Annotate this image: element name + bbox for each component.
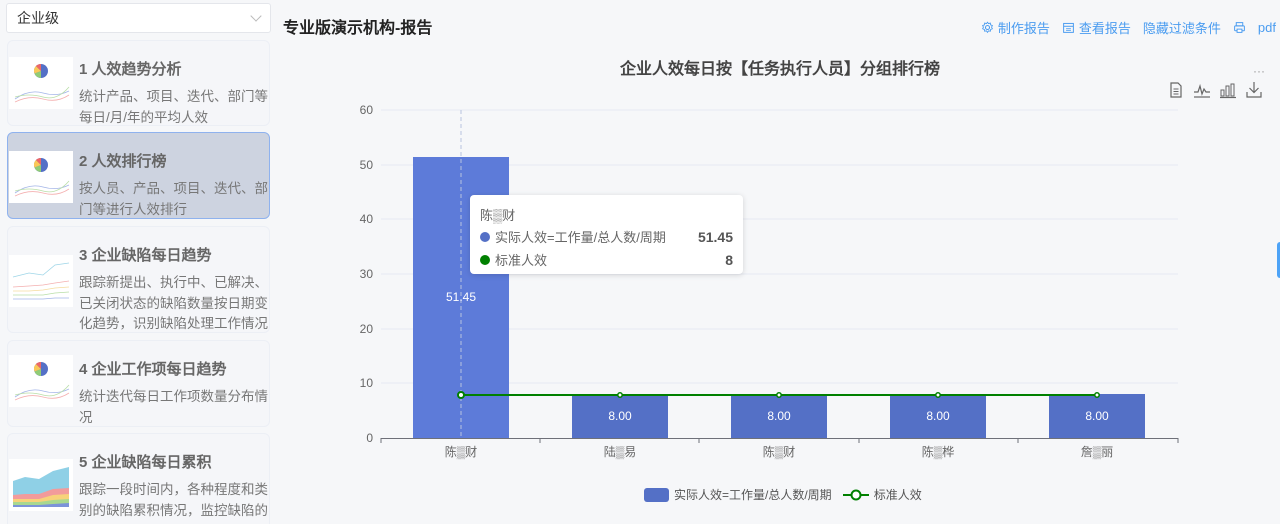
- header-actions: 制作报告 查看报告 隐藏过滤条件 pdf: [981, 18, 1276, 37]
- more-options-icon[interactable]: ···: [1253, 64, 1265, 78]
- chevron-down-icon: [250, 10, 262, 22]
- y-axis-labels: 60 50 40 30 20 10 0: [360, 103, 374, 445]
- line-point[interactable]: [776, 392, 782, 398]
- bar-label: 51.45: [446, 290, 476, 304]
- bar-chart: 60 50 40 30 20 10 0 51.45 8.00 8.00 8.00…: [360, 103, 1179, 459]
- y-tick: 50: [360, 158, 374, 172]
- tooltip-row-actual: 实际人效=工作量/总人数/周期 51.45: [480, 227, 733, 246]
- stacked-area-thumbnail: [9, 459, 73, 511]
- pie-line-thumbnail: [9, 355, 73, 407]
- report-card-title: 3 企业缺陷每日趋势: [79, 247, 212, 264]
- level-select[interactable]: 企业级: [6, 3, 271, 33]
- report-card-5[interactable]: 5 企业缺陷每日累积 跟踪一段时间内，各种程度和类别的缺陷累积情况，监控缺陷的: [7, 433, 270, 524]
- bar[interactable]: [731, 394, 827, 438]
- pie-line-thumbnail: [9, 151, 73, 203]
- standard-line-series: [457, 391, 1100, 399]
- hide-filters-label: 隐藏过滤条件: [1142, 21, 1221, 36]
- bar-swatch-icon: [644, 487, 669, 502]
- grid-lines: [381, 109, 1178, 384]
- pie-line-thumbnail: [9, 57, 73, 109]
- report-card-desc: 跟踪一段时间内，各种程度和类别的缺陷累积情况，监控缺陷的: [79, 482, 268, 518]
- report-card-title: 4 企业工作项每日趋势: [79, 361, 227, 378]
- x-axis: [380, 438, 1179, 443]
- make-report-label: 制作报告: [997, 21, 1050, 36]
- chart-title: 企业人效每日按【任务执行人员】分组排行榜: [619, 61, 940, 78]
- chart-tooltip: 陈▒财 实际人效=工作量/总人数/周期 51.45 标准人效 8: [470, 195, 743, 274]
- legend-item-standard[interactable]: 标准人效: [842, 486, 922, 503]
- x-tick: 陈▒桦: [922, 444, 955, 459]
- download-icon[interactable]: [1245, 80, 1263, 100]
- x-tick: 陆▒易: [604, 444, 637, 459]
- tooltip-category: 陈▒财: [480, 208, 516, 223]
- pdf-button[interactable]: pdf: [1258, 20, 1276, 35]
- x-axis-labels: 陈▒财 陆▒易 陈▒财 陈▒桦 詹▒丽: [445, 444, 1114, 459]
- line-marker-icon: [842, 489, 869, 500]
- hide-filters-button[interactable]: 隐藏过滤条件: [1143, 18, 1221, 37]
- report-card-desc: 统计迭代每日工作项数量分布情况: [79, 389, 268, 425]
- y-tick: 10: [360, 376, 374, 390]
- bar-switch-icon[interactable]: [1219, 80, 1237, 100]
- bar-labels: 51.45 8.00 8.00 8.00 8.00: [446, 290, 1109, 423]
- y-tick: 0: [366, 431, 373, 445]
- bar[interactable]: [890, 394, 986, 438]
- report-card-desc: 统计产品、项目、迭代、部门等每日/月/年的平均人效: [79, 89, 268, 125]
- y-tick: 60: [360, 103, 374, 117]
- tooltip-series-value: 8: [725, 251, 733, 268]
- y-tick: 20: [360, 322, 374, 336]
- chart-legend: 实际人效=工作量/总人数/周期 标准人效: [644, 486, 922, 503]
- line-point[interactable]: [457, 391, 465, 399]
- report-card-2[interactable]: 2 人效排行榜 按人员、产品、项目、迭代、部门等进行人效排行: [7, 132, 270, 219]
- legend-label: 实际人效=工作量/总人数/周期: [674, 488, 832, 502]
- tooltip-series-label: 实际人效=工作量/总人数/周期: [495, 230, 666, 245]
- side-drawer-handle[interactable]: [1277, 242, 1280, 278]
- line-point[interactable]: [1094, 392, 1100, 398]
- pdf-label: pdf: [1257, 20, 1276, 35]
- report-card-1[interactable]: 1 人效趋势分析 统计产品、项目、迭代、部门等每日/月/年的平均人效: [7, 40, 270, 126]
- view-report-label: 查看报告: [1078, 21, 1131, 36]
- view-report-button[interactable]: 查看报告: [1062, 18, 1131, 37]
- data-view-icon[interactable]: [1167, 80, 1185, 100]
- bar[interactable]: [572, 394, 668, 438]
- make-report-button[interactable]: 制作报告: [981, 18, 1050, 37]
- printer-icon: [1234, 22, 1245, 33]
- report-card-title: 5 企业缺陷每日累积: [79, 454, 212, 471]
- chart-toolbox: [1167, 80, 1263, 100]
- series-dot-icon: [480, 254, 490, 265]
- tooltip-series-value: 51.45: [697, 228, 733, 245]
- print-button[interactable]: [1233, 21, 1246, 34]
- series-dot-icon: [480, 231, 490, 242]
- line-switch-icon[interactable]: [1193, 80, 1211, 100]
- bar-label: 8.00: [608, 409, 632, 423]
- legend-label: 标准人效: [873, 488, 922, 502]
- report-card-4[interactable]: 4 企业工作项每日趋势 统计迭代每日工作项数量分布情况: [7, 340, 270, 427]
- line-point[interactable]: [617, 392, 623, 398]
- report-card-3[interactable]: 3 企业缺陷每日趋势 跟踪新提出、执行中、已解决、已关闭状态的缺陷数量按日期变化…: [7, 226, 270, 333]
- report-card-title: 2 人效排行榜: [79, 153, 167, 170]
- calendar-icon: [1063, 22, 1074, 33]
- tooltip-series-label: 标准人效: [495, 253, 548, 268]
- page-title: 专业版演示机构-报告: [283, 20, 433, 37]
- legend-item-actual[interactable]: 实际人效=工作量/总人数/周期: [644, 486, 832, 503]
- report-card-desc: 跟踪新提出、执行中、已解决、已关闭状态的缺陷数量按日期变化趋势，识别缺陷处理工作…: [79, 275, 268, 331]
- line-point[interactable]: [935, 392, 941, 398]
- y-tick: 30: [360, 267, 374, 281]
- x-tick: 陈▒财: [763, 444, 796, 459]
- report-card-desc: 按人员、产品、项目、迭代、部门等进行人效排行: [79, 181, 268, 217]
- bar-label: 8.00: [1085, 409, 1109, 423]
- bar[interactable]: [1049, 394, 1145, 438]
- level-select-value: 企业级: [17, 10, 59, 26]
- report-card-title: 1 人效趋势分析: [79, 61, 182, 78]
- x-tick: 陈▒财: [445, 444, 478, 459]
- gear-icon: [981, 21, 993, 34]
- bar-label: 8.00: [767, 409, 791, 423]
- y-tick: 40: [360, 212, 374, 226]
- bar-label: 8.00: [926, 409, 950, 423]
- multi-line-thumbnail: [9, 255, 73, 307]
- report-sidebar: 企业级 1 人效趋势分析 统计产品、项目、迭代、部门等每日/月/年的平均人效: [0, 0, 276, 524]
- tooltip-row-standard: 标准人效 8: [480, 250, 733, 269]
- x-tick: 詹▒丽: [1081, 445, 1114, 459]
